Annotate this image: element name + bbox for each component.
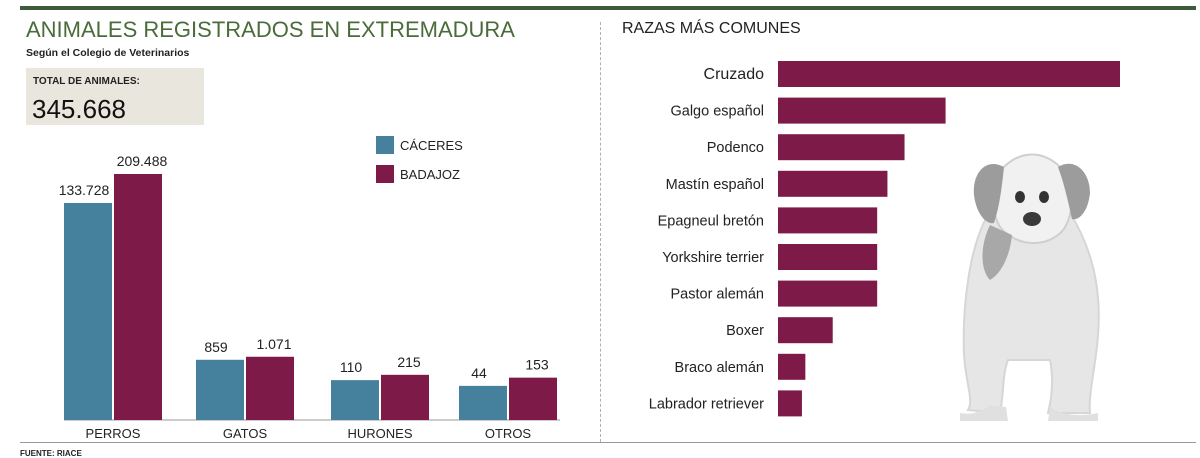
bottom-rule: [20, 442, 1196, 443]
category-label-perros: PERROS: [86, 426, 141, 441]
breed-label-labrador-retriever: Labrador retriever: [649, 396, 764, 412]
registered-animals-chart: 133.728 209.488 PERROS 859 1.071 GATOS 110 215 H…: [59, 136, 560, 441]
panel-divider: [600, 22, 601, 442]
top-rule: [20, 6, 1196, 10]
bar-badajoz-hurones: [381, 374, 429, 420]
legend-label-caceres: CÁCERES: [400, 138, 463, 153]
source-note: FUENTE: RIACE: [20, 449, 82, 458]
category-label-otros: OTROS: [485, 426, 532, 441]
bar-badajoz-gatos: [246, 356, 294, 420]
data-label-caceres-gatos: 859: [204, 339, 228, 355]
breed-bar-labrador-retriever: [778, 390, 802, 417]
breed-bar-braco-alem-n: [778, 353, 806, 380]
legend-label-badajoz: BADAJOZ: [400, 167, 460, 182]
breed-label-mast-n-espa-ol: Mastín español: [666, 177, 764, 193]
breed-bar-cruzado: [778, 61, 1120, 87]
bar-badajoz-perros: [114, 174, 162, 420]
data-label-badajoz-perros: 209.488: [117, 153, 168, 169]
bar-badajoz-otros: [509, 377, 557, 420]
dog-illustration: [960, 153, 1100, 421]
breeds-title: RAZAS MÁS COMUNES: [622, 20, 801, 37]
legend-swatch-caceres: [376, 136, 394, 154]
breed-label-podenco: Podenco: [707, 140, 764, 156]
page-subtitle: Según el Colegio de Veterinarios: [26, 47, 190, 59]
breed-bar-pastor-alem-n: [778, 280, 878, 307]
legend-swatch-badajoz: [376, 165, 394, 183]
dog-icon: [960, 153, 1100, 421]
total-box: TOTAL DE ANIMALES: 345.668: [26, 68, 204, 125]
data-label-badajoz-otros: 153: [525, 357, 549, 373]
bar-caceres-otros: [459, 385, 507, 420]
breed-bar-yorkshire-terrier: [778, 244, 878, 270]
breed-label-galgo-espa-ol: Galgo español: [670, 104, 764, 120]
breed-label-pastor-alem-n: Pastor alemán: [671, 287, 765, 303]
breed-bar-podenco: [778, 134, 905, 161]
breed-bar-mast-n-espa-ol: [778, 170, 888, 197]
total-value: 345.668: [32, 94, 126, 124]
bar-caceres-hurones: [331, 380, 379, 420]
breed-label-cruzado: Cruzado: [704, 66, 765, 83]
breed-bar-boxer: [778, 317, 833, 344]
breed-label-braco-alem-n: Braco alemán: [675, 360, 764, 376]
breed-label-boxer: Boxer: [726, 323, 764, 339]
bar-caceres-gatos: [196, 359, 244, 420]
data-label-caceres-hurones: 110: [340, 359, 363, 375]
data-label-caceres-perros: 133.728: [59, 182, 110, 198]
category-label-gatos: GATOS: [223, 426, 268, 441]
data-label-badajoz-hurones: 215: [397, 354, 421, 370]
data-label-badajoz-gatos: 1.071: [256, 336, 291, 352]
category-label-hurones: HURONES: [347, 426, 412, 441]
breed-bar-epagneul-bret-n: [778, 207, 878, 234]
data-label-caceres-otros: 44: [471, 365, 487, 381]
breeds-chart: Cruzado Galgo español Podenco Mastín españo…: [649, 61, 1120, 417]
bar-caceres-perros: [64, 202, 112, 420]
page-title: ANIMALES REGISTRADOS EN EXTREMADURA: [26, 17, 515, 42]
breed-label-epagneul-bret-n: Epagneul bretón: [658, 213, 764, 229]
breed-label-yorkshire-terrier: Yorkshire terrier: [662, 250, 764, 266]
breed-bar-galgo-espa-ol: [778, 97, 946, 124]
total-label: TOTAL DE ANIMALES:: [33, 76, 140, 87]
